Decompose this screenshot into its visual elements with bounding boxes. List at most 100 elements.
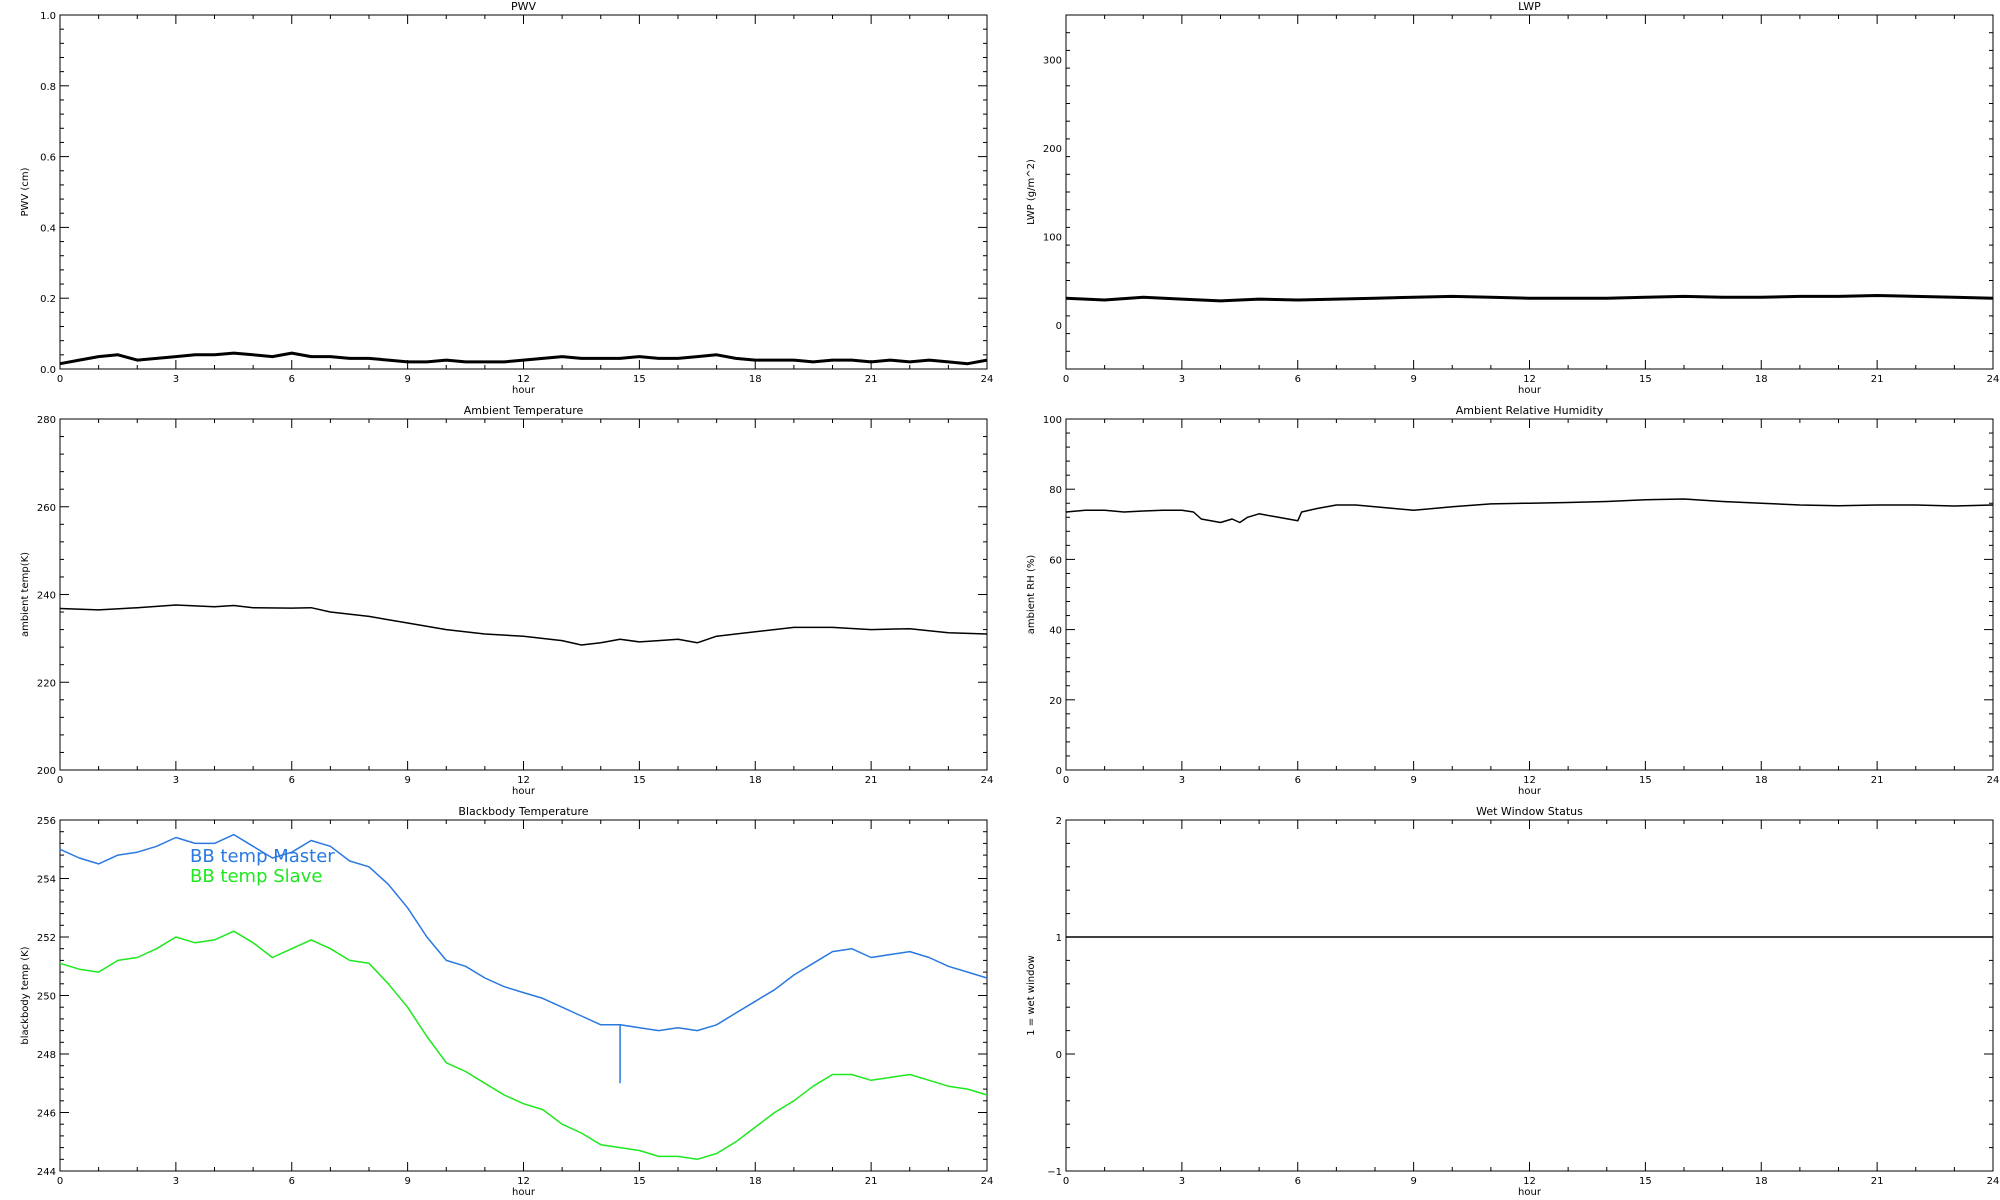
x-tick-label: 9 bbox=[404, 374, 410, 385]
x-tick-label: 21 bbox=[1871, 374, 1884, 385]
x-tick-label: 12 bbox=[1523, 1176, 1536, 1187]
y-tick-label: 0.0 bbox=[40, 365, 56, 376]
chart-title: LWP bbox=[1518, 0, 1541, 13]
series-line-1 bbox=[59, 833, 988, 1032]
chart-title: Blackbody Temperature bbox=[458, 805, 588, 818]
y-tick-label: 100 bbox=[1043, 232, 1062, 243]
x-tick-label: 12 bbox=[517, 1176, 530, 1187]
x-tick-label: 15 bbox=[1639, 374, 1652, 385]
x-tick-label: 9 bbox=[1410, 775, 1416, 786]
x-tick-label: 24 bbox=[1987, 374, 2000, 385]
y-tick-label: 0 bbox=[1056, 766, 1062, 777]
y-tick-label: 20 bbox=[1049, 696, 1062, 707]
x-tick-label: 6 bbox=[289, 1176, 295, 1187]
y-axis-label: ambient temp(K) bbox=[20, 552, 31, 637]
x-tick-label: 6 bbox=[1295, 775, 1301, 786]
series-line-1 bbox=[59, 604, 988, 646]
legend-entry: BB temp Master bbox=[190, 846, 335, 867]
y-tick-label: 252 bbox=[37, 933, 56, 944]
x-tick-label: 18 bbox=[749, 374, 762, 385]
x-tick-label: 12 bbox=[517, 374, 530, 385]
x-tick-label: 3 bbox=[1179, 374, 1185, 385]
y-tick-label: 80 bbox=[1049, 485, 1062, 496]
x-tick-label: 24 bbox=[981, 775, 994, 786]
y-tick-label: −1 bbox=[1047, 1167, 1062, 1178]
y-tick-label: 100 bbox=[1043, 415, 1062, 426]
x-axis-label: hour bbox=[512, 385, 536, 396]
series-line-2 bbox=[59, 930, 988, 1161]
x-tick-label: 9 bbox=[1410, 1176, 1416, 1187]
y-tick-label: 2 bbox=[1056, 816, 1062, 827]
x-tick-label: 0 bbox=[1063, 775, 1069, 786]
x-tick-label: 15 bbox=[633, 374, 646, 385]
x-tick-label: 0 bbox=[1063, 374, 1069, 385]
legend-entry: BB temp Slave bbox=[190, 866, 322, 887]
series-line-1 bbox=[59, 351, 988, 366]
y-axis-label: 1 = wet window bbox=[1026, 955, 1037, 1035]
chart-panel-5: Blackbody Temperature 0 3 6 9 12 15 18 21 24 hour 2… bbox=[20, 805, 993, 1198]
x-tick-label: 21 bbox=[865, 374, 878, 385]
y-axis-label: ambient RH (%) bbox=[1026, 555, 1037, 635]
chart-title: PWV bbox=[511, 0, 537, 13]
chart-panel-3: Ambient Temperature 0 3 6 9 12 15 18 21 24 hour 200… bbox=[20, 404, 993, 797]
y-axis-label: PWV (cm) bbox=[20, 167, 31, 216]
x-axis-label: hour bbox=[1518, 385, 1542, 396]
y-axis-label: blackbody temp (K) bbox=[20, 946, 31, 1044]
y-tick-label: 300 bbox=[1043, 55, 1062, 66]
y-tick-label: 0 bbox=[1056, 321, 1062, 332]
y-axis-label: LWP (g/m^2) bbox=[1026, 159, 1037, 225]
y-tick-label: 280 bbox=[37, 415, 56, 426]
x-tick-label: 3 bbox=[1179, 775, 1185, 786]
x-tick-label: 6 bbox=[1295, 374, 1301, 385]
chart-panel-1: PWV 0 3 6 9 12 15 18 21 24 hour 0.0 0.2 0.4 0.6 0.8 1.0 P… bbox=[20, 0, 993, 396]
chart-title: Ambient Temperature bbox=[464, 404, 584, 417]
x-axis-label: hour bbox=[512, 786, 536, 797]
y-tick-label: 0.8 bbox=[40, 82, 56, 93]
x-tick-label: 15 bbox=[633, 775, 646, 786]
y-tick-label: 248 bbox=[37, 1050, 56, 1061]
x-tick-label: 18 bbox=[749, 775, 762, 786]
x-tick-label: 21 bbox=[865, 1176, 878, 1187]
chart-panel-2: LWP 0 3 6 9 12 15 18 21 24 hour 0 100 200 300 LWP (g/m^… bbox=[1026, 0, 1999, 396]
y-tick-label: 0.6 bbox=[40, 153, 56, 164]
x-tick-label: 18 bbox=[1755, 374, 1768, 385]
x-tick-label: 0 bbox=[57, 374, 63, 385]
x-tick-label: 9 bbox=[1410, 374, 1416, 385]
chart-title: Wet Window Status bbox=[1476, 805, 1583, 818]
x-tick-label: 0 bbox=[57, 1176, 63, 1187]
x-tick-label: 0 bbox=[57, 775, 63, 786]
x-axis-label: hour bbox=[1518, 786, 1542, 797]
x-tick-label: 24 bbox=[1987, 1176, 2000, 1187]
y-tick-label: 254 bbox=[37, 875, 56, 886]
x-tick-label: 3 bbox=[1179, 1176, 1185, 1187]
y-tick-label: 244 bbox=[37, 1167, 56, 1178]
x-tick-label: 24 bbox=[1987, 775, 2000, 786]
x-tick-label: 6 bbox=[289, 374, 295, 385]
y-tick-label: 240 bbox=[37, 591, 56, 602]
y-tick-label: 246 bbox=[37, 1109, 56, 1120]
x-tick-label: 6 bbox=[289, 775, 295, 786]
y-tick-label: 0 bbox=[1056, 1050, 1062, 1061]
x-tick-label: 9 bbox=[404, 1176, 410, 1187]
x-axis-label: hour bbox=[1518, 1187, 1542, 1198]
x-tick-label: 12 bbox=[1523, 374, 1536, 385]
series-line-1 bbox=[1065, 294, 1994, 303]
x-tick-label: 21 bbox=[865, 775, 878, 786]
y-tick-label: 256 bbox=[37, 816, 56, 827]
x-tick-label: 6 bbox=[1295, 1176, 1301, 1187]
y-tick-label: 250 bbox=[37, 992, 56, 1003]
y-tick-label: 200 bbox=[37, 766, 56, 777]
x-tick-label: 12 bbox=[1523, 775, 1536, 786]
x-tick-label: 15 bbox=[633, 1176, 646, 1187]
chart-panel-4: Ambient Relative Humidity 0 3 6 9 12 15 18 21 24 h… bbox=[1026, 404, 1999, 797]
y-tick-label: 220 bbox=[37, 678, 56, 689]
y-tick-label: 260 bbox=[37, 503, 56, 514]
y-tick-label: 60 bbox=[1049, 555, 1062, 566]
x-tick-label: 18 bbox=[1755, 775, 1768, 786]
x-tick-label: 3 bbox=[173, 374, 179, 385]
y-tick-label: 0.4 bbox=[40, 223, 56, 234]
chart-title: Ambient Relative Humidity bbox=[1456, 404, 1604, 417]
